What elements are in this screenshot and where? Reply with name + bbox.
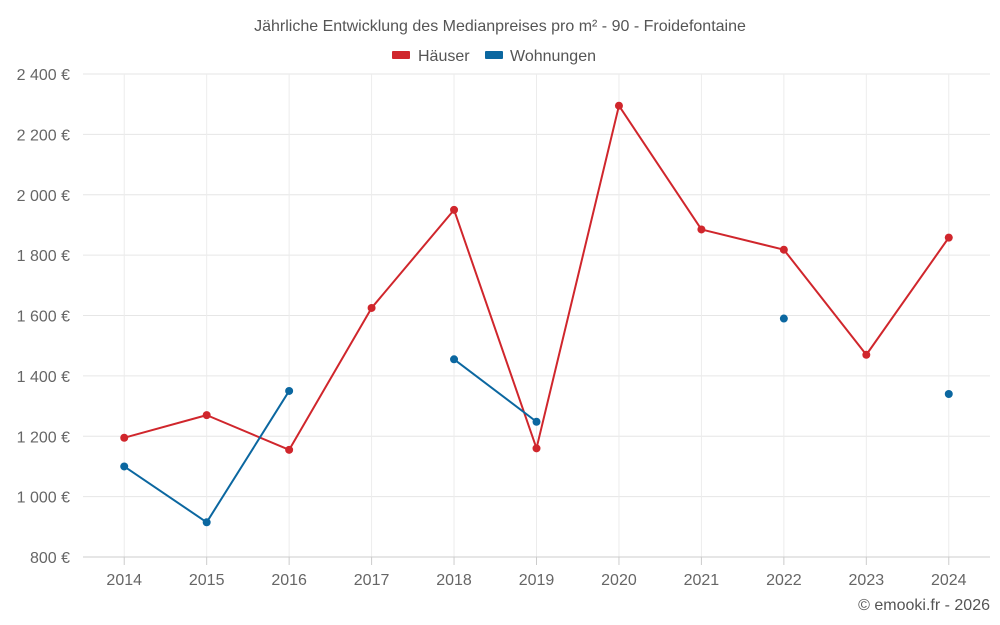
series-apartments	[120, 314, 953, 527]
series-houses	[120, 101, 953, 454]
y-tick-label: 2 000 €	[17, 188, 70, 205]
data-point[interactable]	[614, 101, 623, 110]
credit-text: © emooki.fr - 2026	[858, 597, 990, 614]
x-tick-label: 2019	[519, 572, 555, 589]
series-line	[453, 358, 538, 423]
data-point[interactable]	[779, 314, 788, 323]
x-tick-label: 2020	[601, 572, 637, 589]
y-tick-label: 800 €	[30, 550, 70, 567]
chart-title: Jährliche Entwicklung des Medianpreises …	[254, 18, 746, 35]
legend-item-houses[interactable]: Häuser	[392, 48, 470, 65]
data-point[interactable]	[697, 225, 706, 234]
x-tick-label: 2014	[106, 572, 142, 589]
data-point[interactable]	[367, 303, 376, 312]
x-tick-label: 2024	[931, 572, 967, 589]
y-tick-label: 1 000 €	[17, 490, 70, 507]
y-tick-label: 1 400 €	[17, 369, 70, 386]
x-tick-label: 2016	[271, 572, 307, 589]
y-tick-label: 1 800 €	[17, 248, 70, 265]
legend: Häuser Wohnungen	[392, 48, 596, 65]
legend-label-houses: Häuser	[418, 48, 470, 65]
data-point[interactable]	[944, 389, 953, 398]
legend-label-apartments: Wohnungen	[510, 48, 596, 65]
y-tick-label: 2 200 €	[17, 127, 70, 144]
data-point[interactable]	[120, 433, 129, 442]
series-layer	[120, 101, 953, 527]
data-point[interactable]	[779, 245, 788, 254]
legend-swatch-houses	[392, 51, 410, 59]
data-point[interactable]	[450, 355, 459, 364]
legend-swatch-apartments	[485, 51, 503, 59]
data-point[interactable]	[532, 417, 541, 426]
y-tick-label: 1 600 €	[17, 309, 70, 326]
legend-item-apartments[interactable]: Wohnungen	[485, 48, 596, 65]
x-tick-label: 2022	[766, 572, 802, 589]
data-point[interactable]	[450, 205, 459, 214]
data-point[interactable]	[202, 518, 211, 527]
data-point[interactable]	[532, 444, 541, 453]
x-tick-label: 2018	[436, 572, 472, 589]
x-tick-label: 2023	[849, 572, 885, 589]
data-point[interactable]	[120, 462, 129, 471]
x-tick-label: 2021	[684, 572, 720, 589]
x-tick-label: 2015	[189, 572, 225, 589]
data-point[interactable]	[285, 445, 294, 454]
x-tick-label: 2017	[354, 572, 390, 589]
grid	[83, 73, 990, 558]
data-point[interactable]	[944, 233, 953, 242]
axes: 800 € 1 000 € 1 200 € 1 400 € 1 600 € 1 800 €…	[17, 67, 990, 589]
y-tick-label: 2 400 €	[17, 67, 70, 84]
data-point[interactable]	[862, 350, 871, 359]
y-tick-label: 1 200 €	[17, 429, 70, 446]
data-point[interactable]	[202, 411, 211, 420]
data-point[interactable]	[285, 386, 294, 395]
